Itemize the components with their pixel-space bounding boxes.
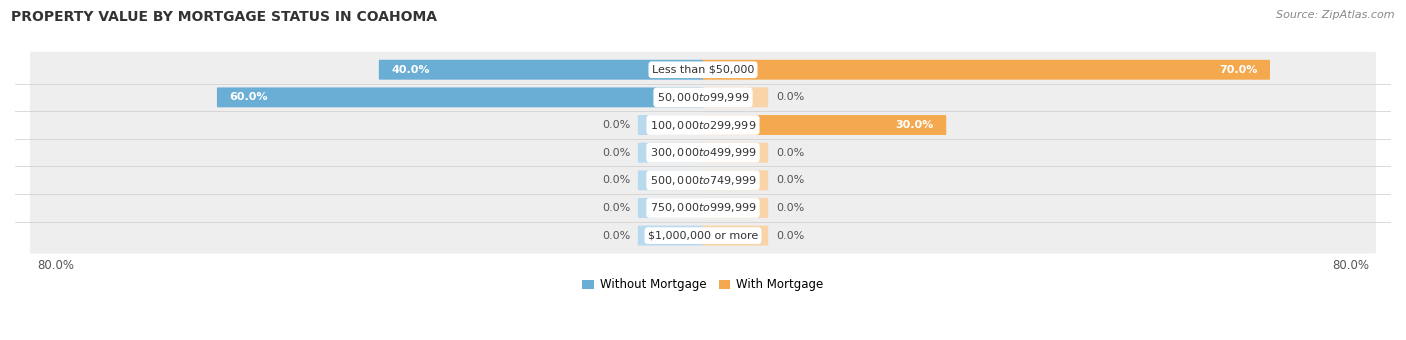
FancyBboxPatch shape — [703, 198, 768, 218]
FancyBboxPatch shape — [30, 80, 1376, 115]
Text: 60.0%: 60.0% — [229, 92, 269, 102]
FancyBboxPatch shape — [703, 143, 768, 163]
FancyBboxPatch shape — [30, 218, 1376, 254]
Text: 0.0%: 0.0% — [602, 120, 630, 130]
Text: 0.0%: 0.0% — [776, 148, 804, 158]
Text: $1,000,000 or more: $1,000,000 or more — [648, 231, 758, 241]
FancyBboxPatch shape — [30, 162, 1376, 198]
Text: 0.0%: 0.0% — [776, 231, 804, 241]
Text: 0.0%: 0.0% — [776, 203, 804, 213]
FancyBboxPatch shape — [703, 115, 946, 135]
FancyBboxPatch shape — [638, 115, 703, 135]
Legend: Without Mortgage, With Mortgage: Without Mortgage, With Mortgage — [578, 274, 828, 296]
Text: $500,000 to $749,999: $500,000 to $749,999 — [650, 174, 756, 187]
Text: Less than $50,000: Less than $50,000 — [652, 65, 754, 75]
Text: 70.0%: 70.0% — [1219, 65, 1257, 75]
FancyBboxPatch shape — [217, 87, 703, 107]
FancyBboxPatch shape — [703, 226, 768, 245]
Text: $300,000 to $499,999: $300,000 to $499,999 — [650, 146, 756, 159]
FancyBboxPatch shape — [638, 198, 703, 218]
FancyBboxPatch shape — [638, 170, 703, 190]
FancyBboxPatch shape — [703, 60, 1270, 80]
FancyBboxPatch shape — [30, 135, 1376, 171]
Text: 0.0%: 0.0% — [602, 175, 630, 185]
Text: 0.0%: 0.0% — [776, 175, 804, 185]
FancyBboxPatch shape — [30, 190, 1376, 226]
Text: $100,000 to $299,999: $100,000 to $299,999 — [650, 119, 756, 132]
Text: 0.0%: 0.0% — [602, 231, 630, 241]
Text: 0.0%: 0.0% — [602, 148, 630, 158]
FancyBboxPatch shape — [703, 87, 768, 107]
Text: 0.0%: 0.0% — [776, 92, 804, 102]
FancyBboxPatch shape — [638, 143, 703, 163]
Text: PROPERTY VALUE BY MORTGAGE STATUS IN COAHOMA: PROPERTY VALUE BY MORTGAGE STATUS IN COA… — [11, 10, 437, 24]
Text: 0.0%: 0.0% — [602, 203, 630, 213]
FancyBboxPatch shape — [30, 107, 1376, 143]
FancyBboxPatch shape — [703, 170, 768, 190]
FancyBboxPatch shape — [30, 52, 1376, 88]
Text: $50,000 to $99,999: $50,000 to $99,999 — [657, 91, 749, 104]
Text: 40.0%: 40.0% — [391, 65, 430, 75]
Text: Source: ZipAtlas.com: Source: ZipAtlas.com — [1277, 10, 1395, 20]
FancyBboxPatch shape — [638, 226, 703, 245]
Text: $750,000 to $999,999: $750,000 to $999,999 — [650, 201, 756, 215]
FancyBboxPatch shape — [378, 60, 703, 80]
Text: 30.0%: 30.0% — [896, 120, 934, 130]
